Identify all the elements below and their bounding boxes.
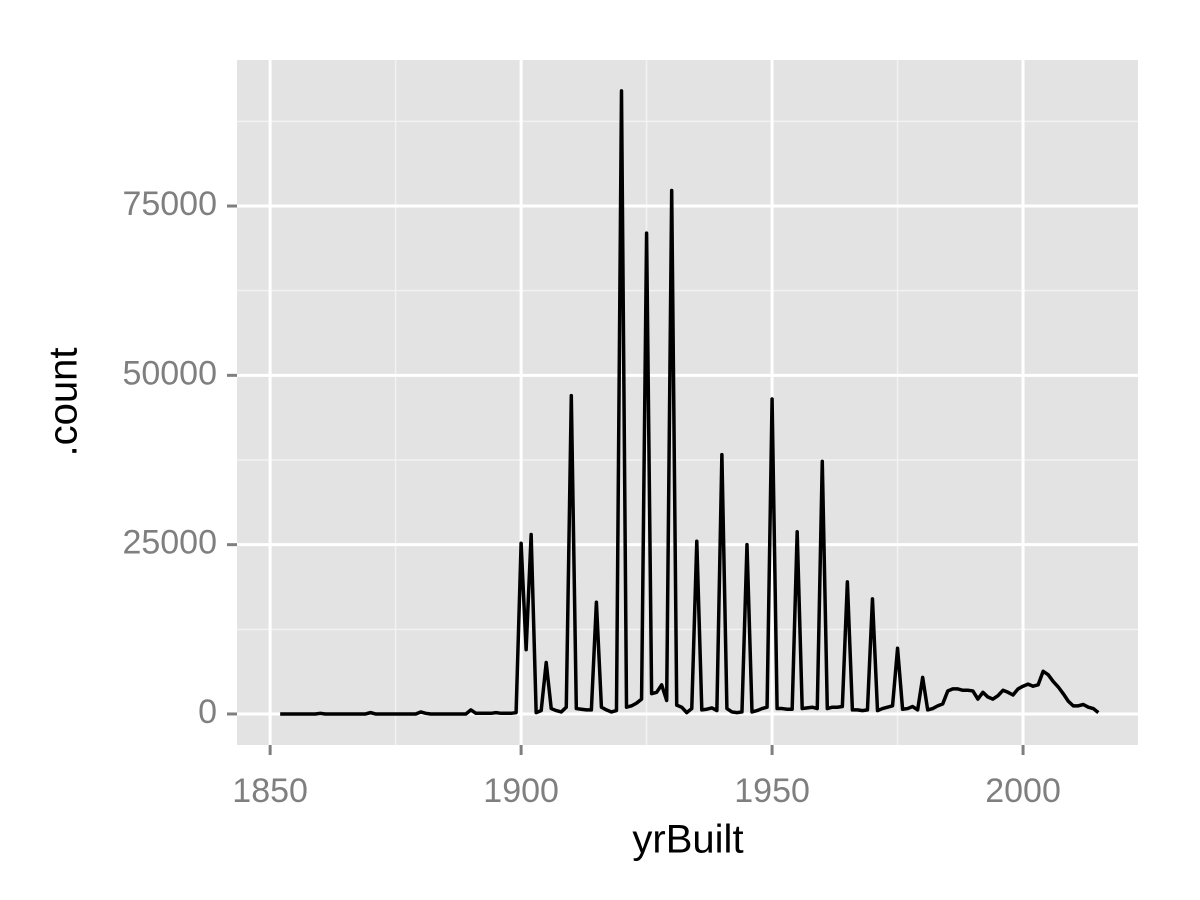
x-tick-label: 1900 (483, 772, 559, 810)
data-line (280, 89, 1100, 716)
panel (237, 60, 1138, 745)
y-tick-label: 50000 (122, 354, 217, 392)
x-tick-label: 1850 (232, 772, 308, 810)
y-tick-label: 75000 (122, 185, 217, 223)
y-axis-title: .count (42, 348, 86, 457)
x-axis-title: yrBuilt (632, 818, 743, 862)
y-tick-label: 25000 (122, 524, 217, 562)
x-tick-label: 1950 (734, 772, 810, 810)
y-tick-label: 0 (198, 693, 217, 731)
x-tick-label: 2000 (985, 772, 1061, 810)
